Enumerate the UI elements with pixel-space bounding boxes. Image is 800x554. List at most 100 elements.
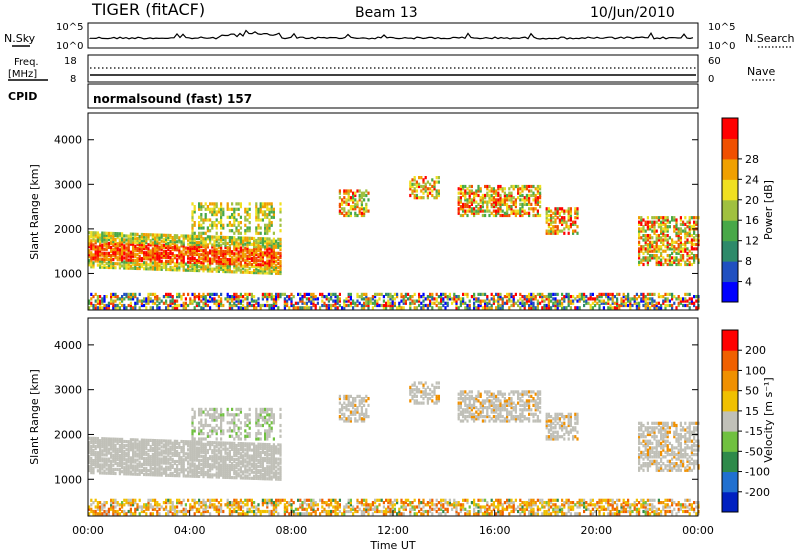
velocity-cell xyxy=(206,459,209,463)
power-cell xyxy=(264,245,267,249)
velocity-cell xyxy=(215,475,218,479)
power-cell xyxy=(220,243,223,247)
power-cell xyxy=(202,218,205,222)
velocity-cell xyxy=(147,498,150,502)
power-cell xyxy=(638,229,641,233)
power-cell xyxy=(525,299,528,303)
power-cell xyxy=(140,245,143,249)
power-cell xyxy=(268,207,271,211)
power-cell xyxy=(360,295,363,299)
power-cell xyxy=(686,254,689,258)
power-cell xyxy=(151,251,154,255)
power-cell xyxy=(528,196,531,200)
power-cell xyxy=(519,191,522,195)
power-cell xyxy=(673,260,676,264)
power-cell xyxy=(255,249,258,253)
power-cell xyxy=(402,306,405,310)
power-cell xyxy=(492,187,495,191)
power-cell xyxy=(679,240,682,244)
velocity-cell xyxy=(134,466,137,470)
power-cell xyxy=(118,242,121,246)
velocity-cell xyxy=(112,501,115,505)
power-cell xyxy=(583,299,586,303)
power-cell xyxy=(200,205,203,209)
power-cell xyxy=(127,303,130,308)
power-cell xyxy=(275,267,278,271)
power-cell xyxy=(514,200,517,204)
power-cell xyxy=(646,249,649,253)
velocity-cell xyxy=(121,509,124,514)
power-cell xyxy=(272,267,275,271)
power-cell xyxy=(129,236,132,240)
power-cell xyxy=(352,196,355,200)
power-cell xyxy=(154,245,157,249)
power-cell xyxy=(140,263,143,267)
velocity-cell xyxy=(202,462,205,467)
power-cell xyxy=(279,210,282,214)
power-cell xyxy=(499,295,502,299)
power-cell xyxy=(206,235,209,239)
power-cell xyxy=(488,301,491,305)
power-cell xyxy=(688,256,691,260)
power-cell xyxy=(228,270,231,274)
velocity-cell xyxy=(101,463,104,467)
power-cell xyxy=(336,306,339,310)
power-cell xyxy=(580,292,583,296)
power-cell xyxy=(569,218,572,222)
power-cell xyxy=(673,216,676,220)
power-cell xyxy=(426,306,429,310)
power-cell xyxy=(261,218,264,222)
velocity-cell xyxy=(92,461,95,465)
power-cell xyxy=(303,295,306,299)
power-cell xyxy=(189,301,192,305)
velocity-cell xyxy=(222,447,225,451)
velocity-cell xyxy=(125,448,128,452)
power-cell xyxy=(189,240,192,244)
velocity-cell xyxy=(215,457,218,461)
power-cell xyxy=(338,202,341,206)
velocity-cell xyxy=(121,460,124,464)
power-cell xyxy=(367,306,370,310)
power-cell xyxy=(558,229,561,233)
power-cell xyxy=(611,301,614,305)
power-cell xyxy=(209,210,212,214)
power-cell xyxy=(365,202,368,206)
power-cell xyxy=(88,235,91,239)
power-cell xyxy=(235,292,238,296)
power-cell xyxy=(385,301,388,305)
power-cell xyxy=(420,189,423,193)
power-cell xyxy=(442,303,445,308)
power-cell xyxy=(609,303,612,308)
power-cell xyxy=(121,248,124,252)
power-cell xyxy=(508,205,511,209)
power-cell xyxy=(415,184,418,189)
power-cell xyxy=(118,297,121,301)
power-cell xyxy=(158,253,161,257)
velocity-cell xyxy=(127,442,130,446)
power-cell xyxy=(286,295,289,299)
power-cell xyxy=(231,297,234,301)
velocity-cell xyxy=(173,509,176,514)
power-cell xyxy=(558,303,561,308)
power-cell xyxy=(244,215,247,219)
power-cell xyxy=(213,267,216,271)
power-cell xyxy=(360,306,363,310)
power-cell xyxy=(233,254,236,258)
velocity-cell xyxy=(143,456,146,460)
power-cell xyxy=(521,189,524,193)
power-cell xyxy=(138,292,141,296)
power-cell xyxy=(684,247,687,251)
power-cell xyxy=(156,295,159,299)
velocity-cell xyxy=(222,509,225,514)
power-cell xyxy=(675,262,678,267)
power-cell xyxy=(466,198,469,202)
velocity-cell xyxy=(145,473,148,477)
power-cell xyxy=(677,303,680,308)
power-cell xyxy=(492,205,495,209)
power-cell xyxy=(556,229,559,233)
velocity-cell xyxy=(154,459,157,463)
velocity-cell xyxy=(127,466,130,470)
power-cell xyxy=(250,264,253,269)
velocity-cell xyxy=(112,449,115,453)
power-cell xyxy=(272,261,275,265)
